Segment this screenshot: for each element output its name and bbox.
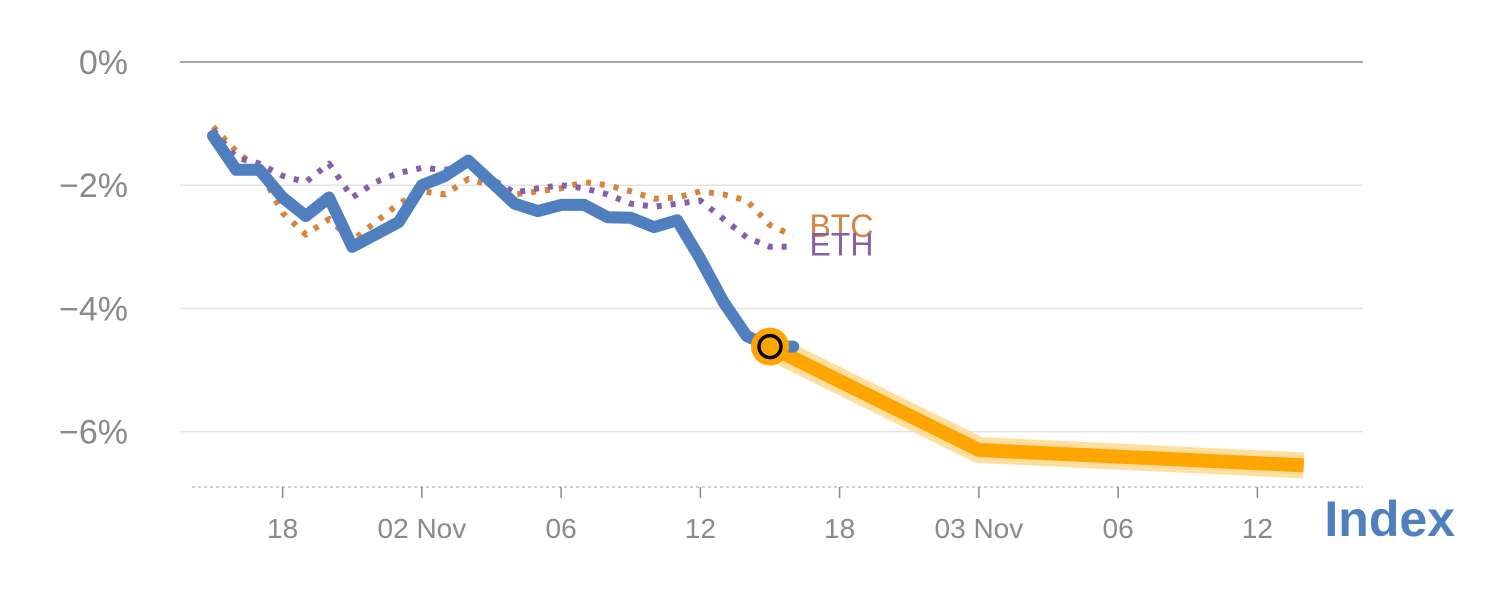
grid-layer	[180, 61, 1363, 433]
btc-series-line	[210, 124, 795, 244]
x-tick-label: 03 Nov	[935, 513, 1024, 544]
x-tick-label: 18	[267, 513, 298, 544]
series-layer	[207, 124, 1305, 479]
x-tick-label: 02 Nov	[378, 513, 467, 544]
highlight-marker	[757, 333, 783, 360]
y-tick-label: 0%	[79, 44, 128, 82]
x-tick-label: 06	[546, 513, 577, 544]
axis-layer: 0% −2% −4% −6% 18 02 Nov 06 12 18 03 Nov 06 12	[59, 44, 1363, 544]
x-tick-label: 12	[685, 513, 716, 544]
x-tick-label: 18	[824, 513, 855, 544]
x-tick-label: 06	[1103, 513, 1134, 544]
forecast-line	[766, 340, 1305, 473]
index-series-line	[207, 129, 800, 353]
y-tick-label: −4%	[59, 290, 128, 328]
y-tick-label: −6%	[59, 414, 128, 452]
eth-series-line	[210, 127, 794, 250]
index-legend-label: Index	[1324, 491, 1455, 547]
y-tick-label: −2%	[59, 167, 128, 205]
eth-series-label: ETH	[809, 227, 873, 263]
x-tick-label: 12	[1242, 513, 1273, 544]
btc-series-label: BTC	[809, 208, 873, 244]
